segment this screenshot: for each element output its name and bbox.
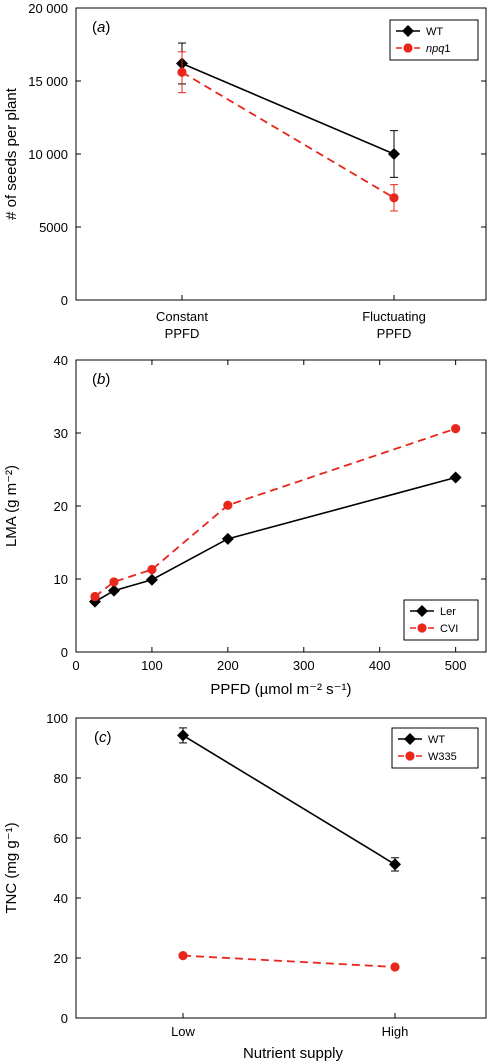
legend-label-suffix: 1	[444, 43, 450, 55]
series-line	[182, 734, 396, 866]
chart-panel-c: 0 20 40 60 80 100 Low High TNC (mg g⁻¹) Nutrient …	[3, 711, 487, 1062]
data-point	[223, 500, 233, 510]
y-tick-label: 10 000	[28, 147, 68, 162]
data-point	[107, 584, 120, 597]
data-point	[389, 193, 399, 203]
legend-marker	[405, 751, 415, 761]
data-point	[389, 858, 401, 871]
data-point	[147, 564, 157, 575]
legend-marker	[403, 43, 413, 53]
y-tick-label: 0	[61, 645, 68, 660]
panel-label: (a)	[92, 19, 110, 36]
panel-label: (b)	[92, 371, 110, 388]
legend: WT npq1	[389, 19, 479, 61]
legend-label: WT	[428, 734, 445, 746]
legend-label: W335	[428, 751, 457, 763]
chart-panel-a: 0 5000 10 000 15 000 20 000 Constant PPFD Fluct…	[3, 1, 487, 341]
y-tick-label: 80	[54, 771, 68, 786]
y-tick-label: 0	[61, 293, 68, 308]
data-point	[178, 951, 188, 961]
y-tick-label: 100	[46, 711, 68, 726]
panel-letter: c	[99, 729, 107, 746]
y-tick-label: 40	[54, 891, 68, 906]
data-point	[90, 591, 100, 602]
legend-box	[389, 19, 479, 61]
x-tick-label: 400	[369, 658, 391, 673]
series-line	[94, 427, 456, 598]
x-category-label: Low	[171, 1024, 195, 1039]
legend-box	[391, 727, 479, 769]
x-category-label: PPFD	[165, 326, 200, 341]
data-point	[388, 148, 400, 160]
legend-label: CVI	[440, 623, 458, 635]
legend: Ler CVI	[403, 599, 479, 641]
series-wt	[176, 42, 400, 178]
series-ler	[88, 471, 462, 608]
data-point	[451, 424, 461, 434]
y-tick-label: 40	[54, 353, 68, 368]
data-point	[177, 729, 189, 742]
legend-marker	[402, 25, 414, 37]
series-w335	[178, 951, 400, 972]
y-tick-label: 5000	[39, 220, 68, 235]
x-axis-label: Nutrient supply	[243, 1045, 344, 1062]
y-tick-label: 15 000	[28, 74, 68, 89]
x-tick-label: 0	[72, 658, 79, 673]
legend-box	[403, 599, 479, 641]
x-axis-label: PPFD (µmol m⁻² s⁻¹)	[210, 681, 351, 698]
legend-label: WT	[426, 26, 443, 38]
x-category-label: High	[382, 1024, 409, 1039]
x-category-label: Constant	[156, 309, 208, 324]
y-axis-label: LMA (g m⁻²)	[3, 465, 20, 547]
data-point	[449, 471, 462, 484]
panel-letter: a	[97, 19, 105, 36]
legend: WT W335	[391, 727, 479, 769]
data-point	[390, 962, 400, 972]
data-point	[109, 577, 119, 587]
series-line	[181, 71, 395, 199]
panel-label: (c)	[94, 729, 112, 746]
x-tick-label: 300	[293, 658, 315, 673]
y-tick-label: 30	[54, 426, 68, 441]
y-tick-label: 10	[54, 572, 68, 587]
series-npq1	[177, 51, 399, 212]
y-tick-label: 0	[61, 1011, 68, 1026]
series-line	[181, 62, 395, 155]
y-tick-label: 20 000	[28, 1, 68, 16]
x-category-label: PPFD	[377, 326, 412, 341]
x-tick-label: 500	[445, 658, 467, 673]
x-category-label: Fluctuating	[362, 309, 426, 324]
data-point	[177, 67, 187, 77]
series-wt	[177, 727, 401, 872]
plot-frame	[75, 717, 487, 1019]
data-point	[145, 573, 158, 586]
legend-marker	[417, 623, 427, 633]
legend-marker	[416, 605, 428, 617]
y-tick-label: 60	[54, 831, 68, 846]
series-cvi	[90, 424, 461, 602]
series-line	[182, 954, 396, 968]
y-axis-label: TNC (mg g⁻¹)	[3, 822, 20, 913]
data-point	[221, 532, 234, 545]
y-tick-label: 20	[54, 951, 68, 966]
x-tick-label: 200	[217, 658, 239, 673]
y-axis-label: # of seeds per plant	[3, 87, 20, 220]
legend-marker	[404, 733, 416, 745]
y-tick-label: 20	[54, 499, 68, 514]
x-tick-label: 100	[141, 658, 163, 673]
series-line	[94, 476, 456, 603]
legend-label: npq1	[426, 43, 450, 55]
legend-label-italic: npq	[426, 43, 445, 55]
panel-letter: b	[97, 371, 105, 388]
legend-label: Ler	[440, 606, 456, 618]
